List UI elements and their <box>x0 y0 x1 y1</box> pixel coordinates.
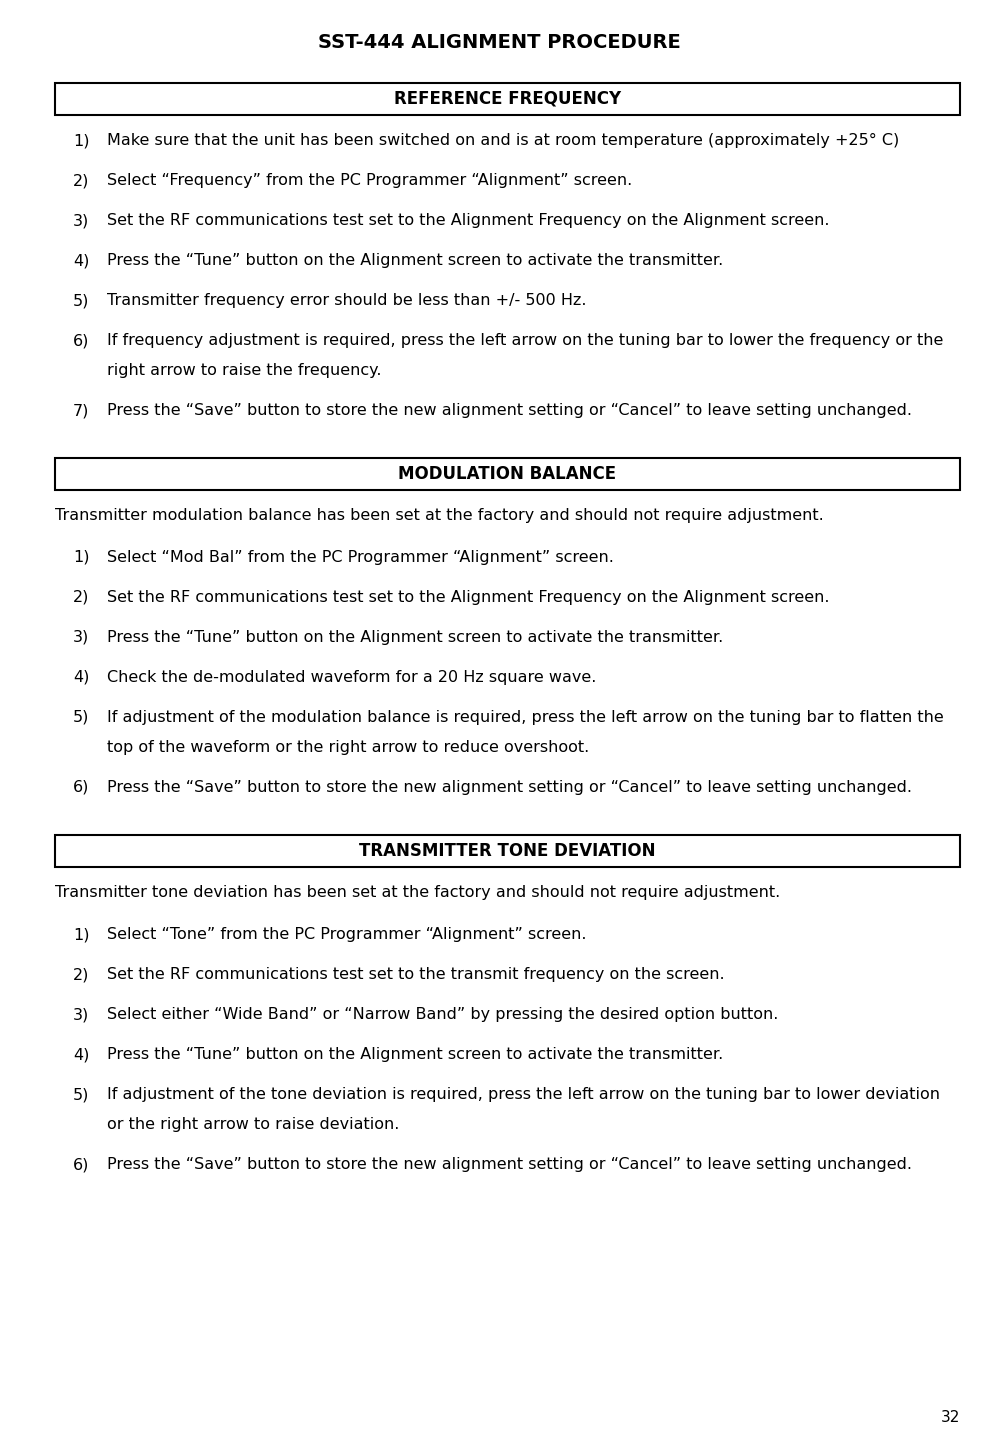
Text: If adjustment of the modulation balance is required, press the left arrow on the: If adjustment of the modulation balance … <box>107 711 944 725</box>
Text: top of the waveform or the right arrow to reduce overshoot.: top of the waveform or the right arrow t… <box>107 740 589 756</box>
Text: 6): 6) <box>73 780 89 795</box>
Text: MODULATION BALANCE: MODULATION BALANCE <box>399 465 616 482</box>
Text: 5): 5) <box>73 711 89 725</box>
Text: 5): 5) <box>73 1087 89 1101</box>
Text: TRANSMITTER TONE DEVIATION: TRANSMITTER TONE DEVIATION <box>360 841 655 860</box>
Text: Select either “Wide Band” or “Narrow Band” by pressing the desired option button: Select either “Wide Band” or “Narrow Ban… <box>107 1007 778 1021</box>
Text: 4): 4) <box>73 1048 89 1062</box>
Text: 1): 1) <box>73 134 90 148</box>
Text: Set the RF communications test set to the transmit frequency on the screen.: Set the RF communications test set to th… <box>107 968 724 982</box>
Text: 3): 3) <box>73 1007 89 1021</box>
Text: Transmitter modulation balance has been set at the factory and should not requir: Transmitter modulation balance has been … <box>55 509 824 523</box>
Text: Transmitter frequency error should be less than +/- 500 Hz.: Transmitter frequency error should be le… <box>107 294 586 308</box>
Text: 2): 2) <box>73 590 89 604</box>
Text: 3): 3) <box>73 631 89 645</box>
Text: Select “Frequency” from the PC Programmer “Alignment” screen.: Select “Frequency” from the PC Programme… <box>107 173 632 187</box>
Text: Press the “Tune” button on the Alignment screen to activate the transmitter.: Press the “Tune” button on the Alignment… <box>107 1048 723 1062</box>
Text: 6): 6) <box>73 333 89 349</box>
Text: Set the RF communications test set to the Alignment Frequency on the Alignment s: Set the RF communications test set to th… <box>107 590 829 604</box>
Text: Transmitter tone deviation has been set at the factory and should not require ad: Transmitter tone deviation has been set … <box>55 885 780 899</box>
Text: Press the “Save” button to store the new alignment setting or “Cancel” to leave : Press the “Save” button to store the new… <box>107 1157 912 1173</box>
Text: right arrow to raise the frequency.: right arrow to raise the frequency. <box>107 363 382 378</box>
Text: Set the RF communications test set to the Alignment Frequency on the Alignment s: Set the RF communications test set to th… <box>107 214 829 228</box>
Text: Check the de-modulated waveform for a 20 Hz square wave.: Check the de-modulated waveform for a 20… <box>107 670 596 684</box>
Text: If frequency adjustment is required, press the left arrow on the tuning bar to l: If frequency adjustment is required, pre… <box>107 333 943 349</box>
Text: Select “Tone” from the PC Programmer “Alignment” screen.: Select “Tone” from the PC Programmer “Al… <box>107 927 586 942</box>
Text: Press the “Tune” button on the Alignment screen to activate the transmitter.: Press the “Tune” button on the Alignment… <box>107 253 723 267</box>
Text: Select “Mod Bal” from the PC Programmer “Alignment” screen.: Select “Mod Bal” from the PC Programmer … <box>107 551 613 565</box>
Text: 6): 6) <box>73 1157 89 1173</box>
Text: 1): 1) <box>73 551 90 565</box>
Text: 7): 7) <box>73 402 89 418</box>
Text: If adjustment of the tone deviation is required, press the left arrow on the tun: If adjustment of the tone deviation is r… <box>107 1087 940 1101</box>
Bar <box>55 458 960 490</box>
Text: 1): 1) <box>73 927 90 942</box>
Text: 5): 5) <box>73 294 89 308</box>
Bar <box>55 835 960 867</box>
Text: 2): 2) <box>73 968 89 982</box>
Text: REFERENCE FREQUENCY: REFERENCE FREQUENCY <box>394 90 621 108</box>
Text: 2): 2) <box>73 173 89 187</box>
Text: 3): 3) <box>73 214 89 228</box>
Bar <box>55 83 960 115</box>
Text: Press the “Save” button to store the new alignment setting or “Cancel” to leave : Press the “Save” button to store the new… <box>107 780 912 795</box>
Text: 4): 4) <box>73 670 89 684</box>
Text: SST-444 ALIGNMENT PROCEDURE: SST-444 ALIGNMENT PROCEDURE <box>318 33 681 52</box>
Text: 32: 32 <box>941 1409 960 1425</box>
Text: Make sure that the unit has been switched on and is at room temperature (approxi: Make sure that the unit has been switche… <box>107 134 899 148</box>
Text: 4): 4) <box>73 253 89 267</box>
Text: or the right arrow to raise deviation.: or the right arrow to raise deviation. <box>107 1117 400 1132</box>
Text: Press the “Tune” button on the Alignment screen to activate the transmitter.: Press the “Tune” button on the Alignment… <box>107 631 723 645</box>
Text: Press the “Save” button to store the new alignment setting or “Cancel” to leave : Press the “Save” button to store the new… <box>107 402 912 418</box>
